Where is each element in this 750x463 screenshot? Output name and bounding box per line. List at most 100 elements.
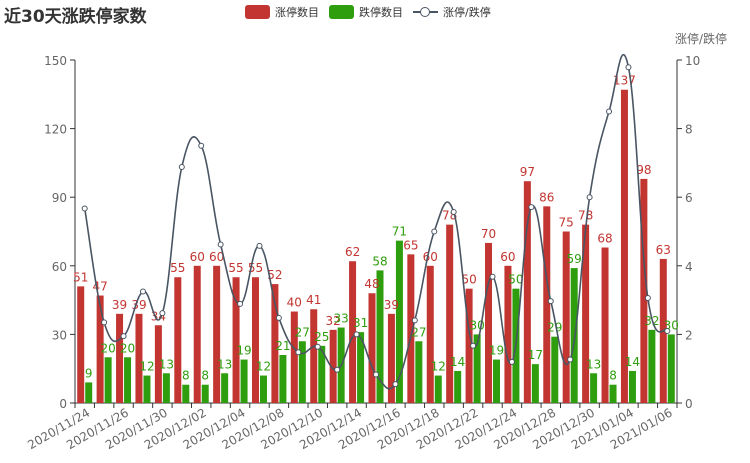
y-tick-label-right: 2 — [685, 328, 693, 342]
y-tick-label-left: 60 — [52, 260, 67, 274]
ratio-point — [644, 295, 651, 302]
data-label-up: 48 — [364, 277, 379, 291]
bar-down — [531, 364, 539, 403]
legend-item-ratio[interactable]: 涨停/跌停 — [413, 4, 491, 20]
bar-up — [232, 277, 240, 403]
ratio-point — [139, 288, 146, 295]
data-label-down: 9 — [85, 366, 93, 380]
bar-down — [201, 384, 209, 403]
data-label-up: 50 — [461, 273, 476, 287]
bar-down — [279, 354, 287, 403]
data-label-down: 12 — [256, 360, 271, 374]
data-label-down: 59 — [567, 252, 582, 266]
bar-up — [407, 254, 415, 403]
bar-down — [240, 359, 248, 403]
y-tick-label-right: 6 — [685, 191, 693, 205]
y-tick-label-right: 8 — [685, 123, 693, 137]
data-label-up: 78 — [578, 209, 593, 223]
bar-down — [85, 382, 93, 403]
ratio-point — [431, 228, 438, 235]
ratio-point — [392, 381, 399, 388]
data-label-down: 20 — [100, 341, 115, 355]
ratio-point — [237, 300, 244, 307]
y-tick-label-right: 4 — [685, 260, 693, 274]
ratio-point — [586, 194, 593, 201]
ratio-point — [606, 108, 613, 115]
data-label-up: 60 — [209, 250, 224, 264]
bar-down — [104, 357, 112, 403]
data-label-down: 58 — [372, 254, 387, 268]
data-label-down: 13 — [586, 357, 601, 371]
data-label-down: 13 — [217, 357, 232, 371]
bar-up — [446, 224, 454, 403]
ratio-point — [275, 314, 282, 321]
data-label-down: 8 — [182, 369, 190, 383]
ratio-point — [547, 298, 554, 305]
ratio-point — [334, 366, 341, 373]
ratio-point — [101, 319, 108, 326]
bar-up — [349, 261, 357, 403]
data-label-down: 31 — [353, 316, 368, 330]
bar-down — [143, 375, 151, 403]
y2-axis-label: 涨停/跌停 — [675, 31, 727, 46]
data-label-down: 25 — [314, 330, 329, 344]
legend-item-down[interactable]: 跌停数目 — [329, 4, 403, 20]
bar-up — [96, 295, 104, 403]
ratio-point — [217, 241, 224, 248]
bar-down — [221, 373, 229, 403]
data-label-down: 33 — [334, 312, 349, 326]
bar-down — [434, 375, 442, 403]
ratio-point — [470, 342, 477, 349]
bar-up — [154, 325, 162, 403]
bar-up — [465, 288, 473, 403]
bar-up — [523, 181, 531, 403]
bar-up — [504, 265, 512, 403]
legend-label-down: 跌停数目 — [359, 6, 403, 19]
legend: 涨停数目 跌停数目 涨停/跌停 — [245, 4, 501, 20]
data-label-up: 60 — [190, 250, 205, 264]
data-label-down: 14 — [450, 355, 465, 369]
ratio-point — [314, 343, 321, 350]
bar-up — [387, 313, 395, 403]
y-tick-label-left: 150 — [44, 54, 67, 68]
data-label-up: 41 — [306, 293, 321, 307]
bar-down — [259, 375, 267, 403]
legend-label-ratio: 涨停/跌停 — [443, 6, 491, 19]
bar-up — [426, 265, 434, 403]
legend-swatch-ratio — [413, 5, 438, 19]
data-label-down: 8 — [609, 369, 617, 383]
data-label-down: 13 — [159, 357, 174, 371]
bar-up — [251, 277, 259, 403]
bar-down — [551, 336, 559, 403]
data-label-up: 62 — [345, 245, 360, 259]
data-label-up: 70 — [481, 227, 496, 241]
ratio-point — [625, 64, 632, 71]
bar-down — [124, 357, 132, 403]
bar-down — [454, 370, 462, 403]
data-label-up: 60 — [423, 250, 438, 264]
data-label-up: 63 — [656, 243, 671, 257]
bar-down — [298, 341, 306, 403]
data-label-down: 71 — [392, 225, 407, 239]
bar-down — [182, 384, 190, 403]
data-label-up: 68 — [597, 232, 612, 246]
bar-up — [601, 247, 609, 403]
ratio-point — [178, 164, 185, 171]
legend-swatch-down — [329, 5, 354, 19]
data-label-down: 21 — [275, 339, 290, 353]
y-tick-label-left: 90 — [52, 191, 67, 205]
data-label-down: 29 — [547, 321, 562, 335]
ratio-point — [567, 356, 574, 363]
data-label-down: 27 — [295, 325, 310, 339]
data-label-up: 55 — [228, 261, 243, 275]
ratio-point — [353, 331, 360, 338]
ratio-point — [528, 204, 535, 211]
data-label-up: 65 — [403, 238, 418, 252]
legend-item-up[interactable]: 涨停数目 — [245, 4, 319, 20]
data-label-up: 39 — [384, 298, 399, 312]
data-label-up: 51 — [73, 270, 88, 284]
bar-down — [415, 341, 423, 403]
data-label-down: 20 — [120, 341, 135, 355]
bar-up — [193, 265, 201, 403]
